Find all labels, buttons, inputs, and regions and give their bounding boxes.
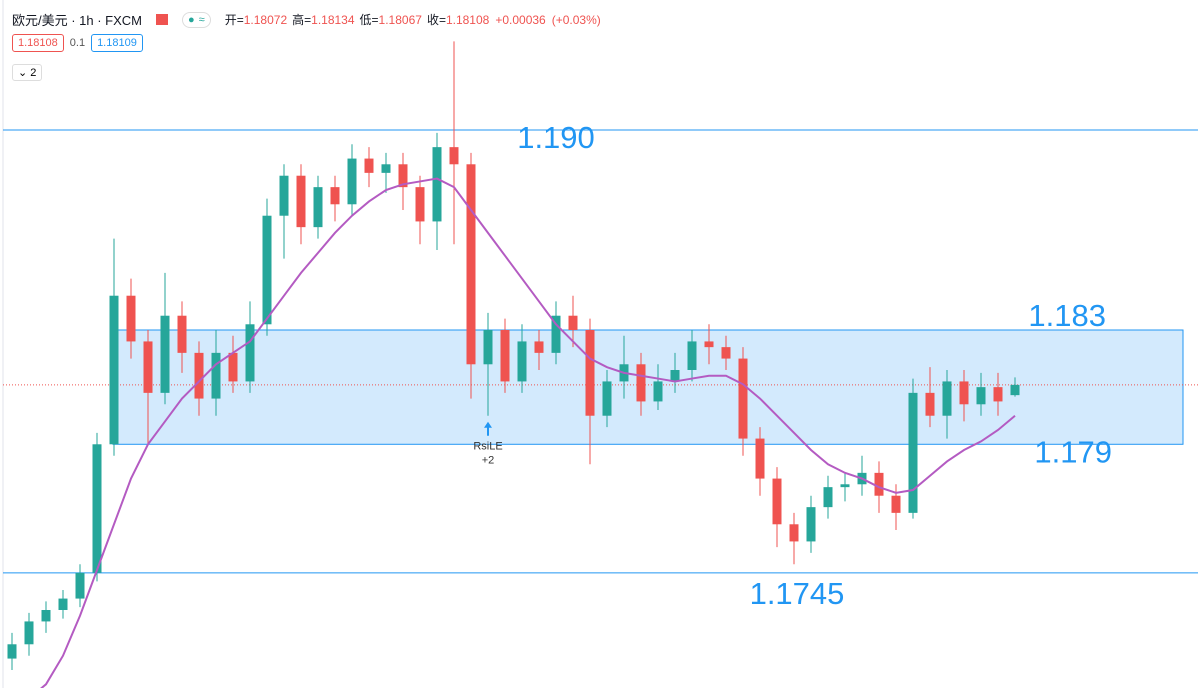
- candle-body: [449, 147, 459, 165]
- candle-body: [551, 315, 561, 353]
- field-name: 收=: [426, 13, 446, 27]
- candle-body: [466, 164, 476, 365]
- candle-body: [24, 621, 34, 645]
- ohlc-field: 低=1.18067: [360, 11, 422, 28]
- field-name: 高=: [292, 13, 312, 27]
- candle-body: [58, 598, 68, 610]
- candle-body: [483, 330, 493, 365]
- candle-body: [126, 295, 136, 342]
- flag-icon[interactable]: [156, 14, 169, 25]
- status-pill[interactable]: ● ≈: [182, 11, 211, 28]
- field-name: 开=: [224, 13, 244, 27]
- candle-body: [891, 495, 901, 513]
- zone-label: 1.183: [1028, 298, 1106, 333]
- candle-body: [534, 341, 544, 353]
- trade-row: 1.18108 0.1 1.18109: [12, 34, 143, 52]
- candle-body: [177, 315, 187, 353]
- field-value: 1.18134: [311, 13, 355, 27]
- candle-body: [823, 487, 833, 508]
- candle-body: [228, 352, 238, 382]
- candle-body: [41, 610, 51, 622]
- candle-body: [347, 158, 357, 205]
- change: +0.00036: [495, 12, 546, 27]
- candle-body: [75, 572, 85, 599]
- candle-body: [653, 381, 663, 402]
- candle-body: [925, 392, 935, 416]
- signal-label: RsiLE: [473, 441, 502, 453]
- signal-qty: +2: [482, 455, 495, 467]
- candle-body: [976, 387, 986, 405]
- candle-body: [279, 175, 289, 216]
- candle-body: [364, 158, 374, 173]
- candle-body: [1010, 384, 1020, 396]
- candle-body: [908, 392, 918, 513]
- candle-body: [296, 175, 306, 228]
- candle-body: [313, 187, 323, 228]
- signal-arrow: [484, 421, 492, 436]
- candle-body: [568, 315, 578, 330]
- field-name: 低=: [359, 13, 379, 27]
- candle-body: [789, 524, 799, 542]
- candle-body: [381, 164, 391, 173]
- candle-body: [245, 324, 255, 382]
- ohlc-field: 收=1.18108: [427, 11, 489, 28]
- candle-body: [636, 364, 646, 402]
- spread: 0.1: [69, 37, 86, 49]
- candle-body: [704, 341, 714, 348]
- ohlc-field: 开=1.18072: [225, 11, 287, 28]
- level-label: 1.190: [517, 120, 595, 155]
- candle-body: [840, 484, 850, 488]
- indicator-toggle[interactable]: ⌄ 2: [12, 64, 43, 81]
- candle-body: [585, 330, 595, 416]
- candle-body: [92, 444, 102, 573]
- candle-body: [262, 215, 272, 325]
- candle-body: [432, 147, 442, 222]
- field-value: 1.18108: [445, 13, 490, 27]
- candle-body: [398, 164, 408, 188]
- candle-body: [772, 478, 782, 525]
- candle-body: [194, 352, 204, 399]
- candle-body: [330, 187, 340, 205]
- change-pct: (+0.03%): [551, 12, 601, 27]
- candle-body: [7, 644, 17, 659]
- candle-body: [721, 347, 731, 359]
- candle-body: [687, 341, 697, 370]
- candle-body: [109, 295, 119, 445]
- candle-body: [415, 187, 425, 222]
- candle-body: [500, 330, 510, 382]
- indicator-count: 2: [30, 67, 37, 79]
- candle-body: [602, 381, 612, 416]
- candle-body: [874, 472, 884, 496]
- candle-body: [738, 358, 748, 439]
- zone: [112, 329, 1184, 445]
- candle-body: [670, 370, 680, 382]
- candle-body: [517, 341, 527, 382]
- field-value: 1.18067: [378, 13, 422, 27]
- candle-body: [942, 381, 952, 416]
- field-value: 1.18072: [243, 13, 288, 27]
- moving-average: [40, 177, 1016, 688]
- candle-body: [806, 507, 816, 542]
- zone-label: 1.179: [1034, 434, 1112, 469]
- candle-body: [959, 381, 969, 405]
- ohlc-fields: 开=1.18072 高=1.18134 低=1.18067 收=1.18108: [225, 11, 490, 28]
- ohlc-field: 高=1.18134: [292, 11, 354, 28]
- symbol: 欧元/美元 · 1h · FXCM: [12, 13, 143, 28]
- candle-body: [993, 387, 1003, 402]
- bid[interactable]: 1.18108: [12, 34, 64, 52]
- candle-body: [211, 352, 221, 399]
- candle-body: [755, 438, 765, 479]
- ask[interactable]: 1.18109: [91, 34, 143, 52]
- candle-body: [160, 315, 170, 393]
- legend-header: 欧元/美元 · 1h · FXCM ● ≈ 开=1.18072 高=1.18134 低…: [12, 10, 601, 29]
- level-label: 1.1745: [750, 576, 845, 611]
- candle-body: [143, 341, 153, 393]
